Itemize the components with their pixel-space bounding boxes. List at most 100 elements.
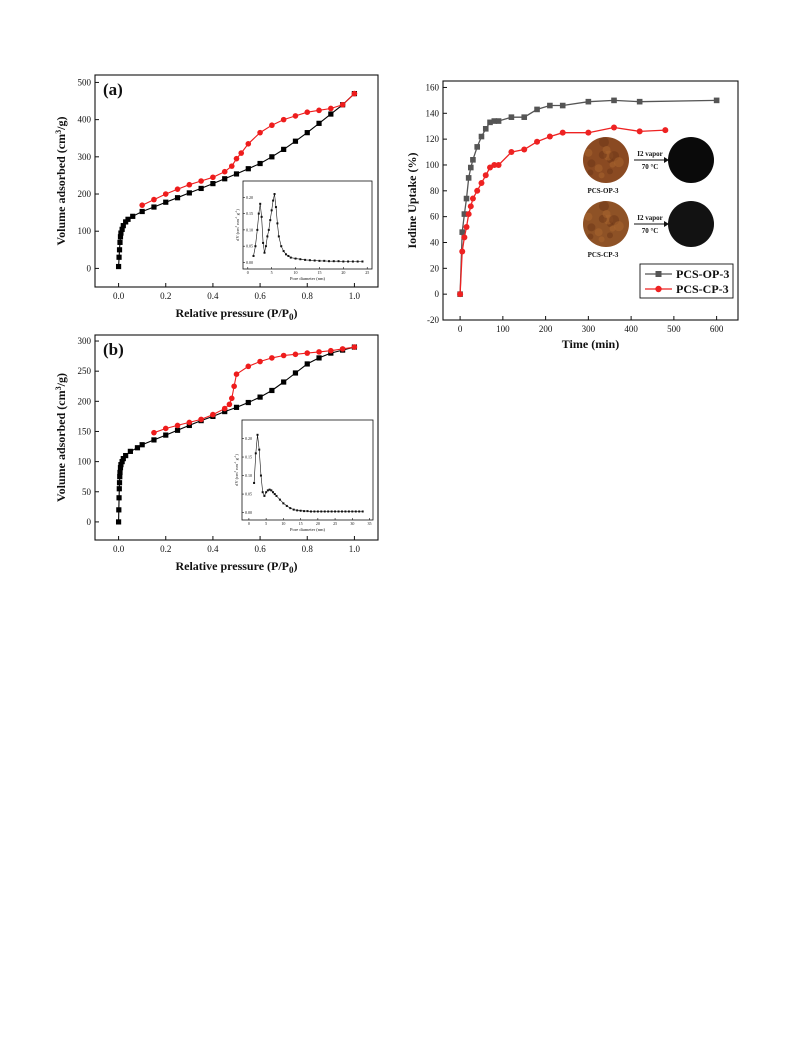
adsorption-point	[115, 263, 122, 270]
inset-point	[269, 219, 272, 222]
x-tick-label: 0.0	[113, 544, 125, 554]
adsorption-point	[123, 219, 129, 225]
legend-label: PCS-OP-3	[676, 267, 729, 281]
inset-frame	[241, 419, 374, 521]
series-point	[463, 223, 470, 230]
desorption-point	[316, 349, 322, 355]
adsorption-point	[118, 462, 124, 468]
photo-texture	[587, 223, 596, 232]
series-point	[478, 180, 485, 187]
series-point	[463, 195, 470, 202]
adsorption-point	[174, 195, 181, 201]
inset-point	[285, 253, 287, 256]
inset-point	[287, 254, 290, 257]
inset-point	[308, 259, 311, 262]
inset-x-tick-label: 35	[368, 521, 372, 526]
photo-texture	[584, 148, 593, 157]
series-point	[611, 124, 618, 131]
desorption-point	[210, 411, 216, 418]
inset-point	[304, 258, 307, 261]
series-point	[465, 211, 472, 218]
legend-marker	[655, 285, 662, 293]
inset-y-tick-label: 0.20	[245, 436, 252, 441]
inset-point	[351, 510, 354, 513]
series-point	[469, 195, 476, 202]
adsorption-point	[116, 247, 123, 253]
series-point	[482, 172, 489, 179]
plot-frame	[94, 74, 379, 288]
series-point	[611, 97, 617, 104]
desorption-point	[174, 422, 181, 429]
adsorption-point	[134, 445, 141, 451]
inset-point	[289, 256, 292, 259]
inset-x-tick-label: 0	[247, 270, 249, 275]
inset-x-axis-label: Pore diameter (nm)	[290, 276, 325, 281]
x-tick-label: 0.2	[160, 291, 171, 301]
inset-y-tick-label: 0.10	[245, 473, 252, 478]
inset-point	[278, 498, 281, 501]
photo-texture	[594, 164, 603, 173]
y-tick-label: 0	[87, 517, 92, 527]
desorption-point	[269, 122, 275, 129]
adsorption-point	[222, 176, 228, 182]
series-point	[546, 133, 553, 140]
inset-x-tick-label: 5	[271, 270, 273, 275]
adsorption-point	[198, 185, 204, 192]
desorption-point	[238, 150, 245, 156]
y-tick-label: 60	[430, 212, 440, 222]
inset-point	[253, 481, 256, 484]
desorption-point	[151, 196, 157, 203]
x-tick-label: 1.0	[349, 544, 361, 554]
desorption-point	[228, 163, 235, 169]
desorption-point	[198, 416, 204, 423]
adsorption-point	[186, 422, 192, 429]
desorption-point	[228, 395, 235, 402]
adsorption-point	[222, 408, 228, 415]
desorption-point	[351, 344, 358, 350]
arrow-label-top: I2 vapor	[637, 150, 662, 158]
desorption-point	[257, 358, 263, 365]
inset-point	[358, 510, 361, 513]
series-point	[470, 157, 476, 163]
inset-point	[267, 228, 270, 231]
desorption-point	[162, 191, 169, 197]
series-point	[461, 234, 468, 241]
inset-x-tick-label: 20	[341, 270, 345, 275]
inset-point	[318, 259, 321, 262]
inset-point	[342, 260, 345, 263]
inset-point	[303, 510, 306, 513]
series-point	[461, 211, 468, 217]
series-point	[508, 149, 515, 156]
y-tick-label: 300	[78, 152, 92, 162]
inset-x-tick-label: 15	[299, 521, 303, 526]
inset-point	[263, 494, 266, 497]
series-point	[478, 133, 485, 140]
adsorption-point	[281, 146, 287, 152]
series-point	[585, 98, 592, 105]
adsorption-point	[233, 171, 240, 177]
adsorption-point	[163, 432, 169, 438]
inset-point	[347, 260, 350, 263]
inset-point	[306, 510, 309, 513]
desorption-point	[339, 101, 346, 108]
adsorption-point	[127, 448, 133, 454]
inset-point	[316, 510, 319, 513]
series-point	[474, 187, 481, 194]
desorption-point	[233, 371, 240, 377]
inset-point	[270, 489, 273, 492]
inset-point	[285, 504, 288, 507]
inset-point	[299, 509, 302, 512]
y-tick-label: 100	[426, 160, 440, 170]
photo-texture	[598, 172, 605, 179]
inset-y-tick-label: 0.05	[246, 244, 253, 249]
series-point	[636, 128, 643, 135]
photo-texture	[587, 169, 594, 176]
adsorption-point	[257, 160, 263, 167]
inset-x-tick-label: 10	[294, 270, 298, 275]
desorption-point	[151, 429, 157, 436]
x-tick-label: 0.6	[254, 291, 266, 301]
y-axis-label: Iodine Uptake (%)	[405, 152, 419, 248]
